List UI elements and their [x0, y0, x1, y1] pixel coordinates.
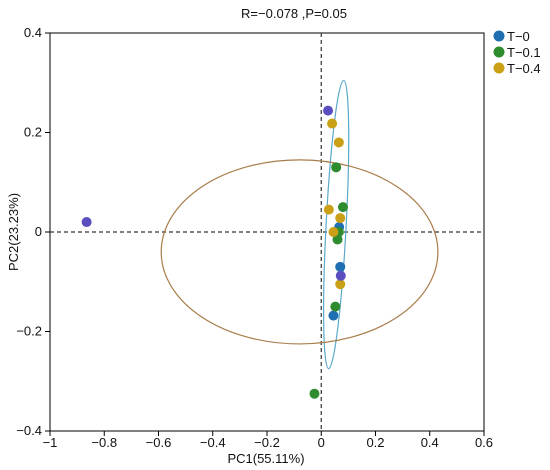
data-point — [323, 105, 334, 116]
data-point — [335, 261, 346, 272]
x-tick-label: −0.4 — [200, 435, 226, 450]
data-point — [337, 202, 348, 213]
data-point — [327, 118, 338, 129]
legend-label: T−0.1 — [507, 45, 541, 60]
confidence-ellipse — [323, 79, 350, 370]
chart-title: R=−0.078 ,P=0.05 — [241, 6, 347, 21]
data-point — [335, 213, 346, 224]
x-tick-label: 0 — [318, 435, 325, 450]
data-point — [330, 301, 341, 312]
x-tick-label: 0.6 — [475, 435, 493, 450]
x-tick-label: −0.2 — [254, 435, 280, 450]
y-tick-label: 0.4 — [24, 25, 42, 40]
y-tick-label: −0.2 — [16, 324, 42, 339]
y-tick-label: −0.4 — [16, 423, 42, 438]
y-tick-label: 0 — [35, 224, 42, 239]
x-tick-label: −1 — [43, 435, 58, 450]
x-tick-label: 0.2 — [366, 435, 384, 450]
x-tick-label: 0.4 — [421, 435, 439, 450]
data-point — [328, 310, 339, 321]
legend-label: T−0.4 — [507, 61, 541, 76]
y-tick-label: 0.2 — [24, 125, 42, 140]
x-axis-ticks: −1 −0.8 −0.6 −0.4 −0.2 0 0.2 0.4 0.6 — [43, 431, 493, 450]
legend-marker — [493, 62, 505, 74]
legend-label: T−0 — [507, 29, 530, 44]
legend-marker — [493, 30, 505, 42]
reference-lines — [50, 33, 484, 431]
legend: T−0T−0.1T−0.4 — [493, 29, 541, 76]
data-points — [81, 105, 348, 399]
y-axis-ticks: −0.4 −0.2 0 0.2 0.4 — [16, 25, 50, 438]
data-point — [328, 227, 339, 237]
legend-marker — [493, 46, 505, 58]
y-axis-title: PC2(23.23%) — [6, 193, 21, 271]
x-axis-title: PC1(55.11%) — [227, 451, 304, 466]
data-point — [309, 388, 320, 399]
data-point — [335, 279, 346, 290]
data-point — [332, 234, 343, 245]
confidence-ellipses — [160, 79, 439, 370]
data-point — [81, 217, 92, 228]
data-point — [335, 270, 346, 281]
data-point — [331, 162, 342, 173]
data-point — [333, 137, 344, 148]
data-point — [323, 204, 334, 215]
confidence-ellipse — [160, 159, 439, 345]
x-tick-label: −0.8 — [91, 435, 117, 450]
x-tick-label: −0.6 — [146, 435, 172, 450]
